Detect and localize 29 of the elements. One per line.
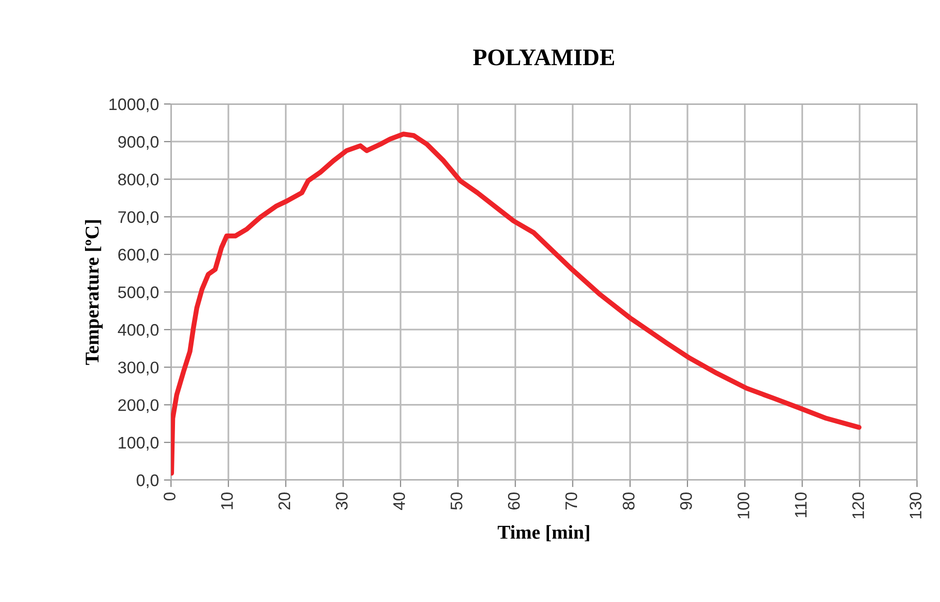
- x-tick-label: 10: [221, 492, 233, 510]
- y-tick-label: 100,0: [118, 436, 159, 451]
- x-tick-label: 50: [450, 492, 462, 510]
- y-tick-label: 0,0: [136, 474, 159, 488]
- line-series: [171, 132, 862, 476]
- x-tick-label: 40: [393, 492, 406, 510]
- y-tick-label: 200,0: [118, 399, 159, 413]
- x-tick-label: 30: [336, 492, 348, 510]
- x-tick-label: 60: [508, 492, 520, 510]
- y-tick-label: 400,0: [118, 324, 159, 338]
- y-tick-label: 600,0: [118, 248, 159, 263]
- x-tick-label: 70: [565, 492, 578, 510]
- x-tick-label: 100: [738, 492, 750, 518]
- y-tick-label: 900,0: [118, 136, 159, 150]
- y-axis-title: Temperature [ºC]: [85, 220, 103, 365]
- x-tick-label: 20: [278, 492, 290, 510]
- x-tick-label: 120: [852, 492, 864, 518]
- x-tick-label: 110: [794, 492, 807, 518]
- x-axis-title: Time [min]: [498, 525, 590, 542]
- x-tick-label: 80: [622, 492, 635, 510]
- y-tick-label: 800,0: [118, 174, 159, 188]
- x-tick-label: 130: [910, 492, 922, 518]
- x-tick-label: 0: [164, 492, 176, 500]
- x-tick-label: 90: [680, 492, 692, 510]
- y-tick-label: 300,0: [118, 362, 159, 376]
- chart-title: POLYAMIDE: [473, 49, 614, 66]
- y-tick-label: 500,0: [118, 286, 159, 300]
- y-tick-label: 1000,0: [109, 98, 159, 112]
- y-tick-label: 700,0: [118, 211, 159, 225]
